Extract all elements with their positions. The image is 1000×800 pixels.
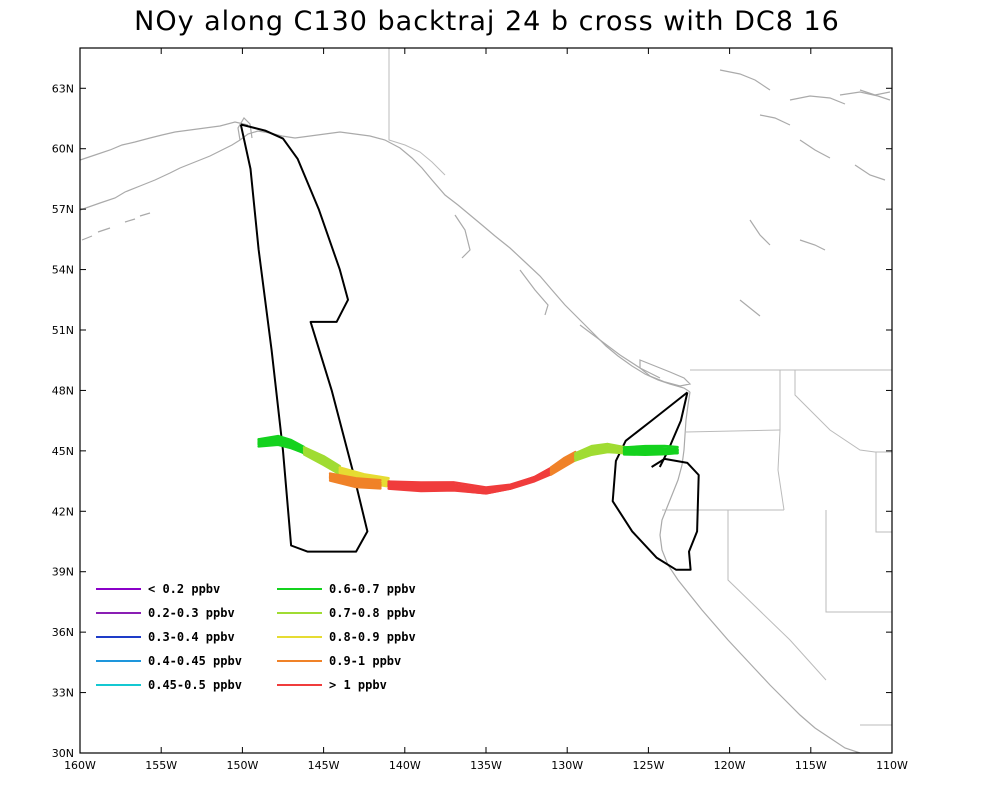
legend-label: 0.3-0.4 ppbv: [148, 630, 235, 644]
trajectory-strand: [302, 446, 341, 470]
trajectory-strand: [622, 446, 679, 451]
trajectory-strand: [387, 473, 553, 495]
washington-oregon-border: [685, 429, 781, 433]
nevada-border: [727, 510, 827, 681]
lat-tick-label: 42N: [52, 505, 74, 518]
lat-tick-label: 54N: [52, 264, 74, 277]
trajectory: [257, 434, 679, 495]
lon-tick-label: 145W: [308, 759, 340, 772]
legend-label: < 0.2 ppbv: [148, 582, 220, 596]
lon-tick-label: 160W: [64, 759, 96, 772]
trajectory-strand: [549, 459, 577, 476]
trajectory-strand: [622, 451, 679, 456]
alaska-islands: [81, 212, 151, 241]
alaska-canada-border: [388, 48, 446, 176]
trajectory-strand: [328, 479, 382, 490]
lon-tick-label: 110W: [876, 759, 908, 772]
lon-tick-label: 125W: [632, 759, 664, 772]
lat-tick-label: 60N: [52, 143, 74, 156]
ocean-background: [80, 48, 892, 753]
legend-label: 0.4-0.45 ppbv: [148, 654, 242, 668]
lat-tick-label: 36N: [52, 626, 74, 639]
flight-track-line: [239, 123, 369, 553]
lat-tick-label: 39N: [52, 566, 74, 579]
lat-tick-label: 45N: [52, 445, 74, 458]
legend-label: > 1 ppbv: [329, 678, 387, 692]
legend-label: 0.9-1 ppbv: [329, 654, 401, 668]
lon-tick-label: 140W: [389, 759, 421, 772]
lat-tick-label: 63N: [52, 82, 74, 95]
cook-inlet: [237, 117, 253, 141]
lat-tick-label: 48N: [52, 384, 74, 397]
legend: < 0.2 ppbv 0.2-0.3 ppbv 0.3-0.4 ppbv 0.4-0.…: [96, 582, 416, 692]
legend-label: 0.6-0.7 ppbv: [329, 582, 416, 596]
trajectory-strand: [338, 466, 390, 482]
longitude-axis: 160W 155W 150W 145W 140W 135W 130W 125W 120W 115W…: [64, 48, 908, 772]
us-west-coast: [659, 391, 861, 753]
flight-track-line: [658, 392, 689, 468]
montana-border: [794, 370, 892, 453]
political-boundaries: [388, 48, 892, 726]
utah-border: [825, 510, 892, 613]
coastlines: [80, 69, 891, 753]
legend-label: 0.8-0.9 ppbv: [329, 630, 416, 644]
alaska-peninsula-coast: [80, 130, 296, 211]
lon-tick-label: 120W: [714, 759, 746, 772]
lat-tick-label: 51N: [52, 324, 74, 337]
wyoming-border: [875, 452, 892, 533]
trajectory-strand: [574, 450, 626, 462]
trajectory-strand: [302, 453, 341, 476]
lon-tick-label: 150W: [226, 759, 258, 772]
idaho-border: [777, 370, 785, 511]
legend-label: 0.7-0.8 ppbv: [329, 606, 416, 620]
trajectory-strand: [328, 472, 382, 484]
plot-area: [80, 48, 892, 753]
trajectory-strand: [257, 443, 306, 455]
lon-tick-label: 155W: [145, 759, 177, 772]
trajectory-strand: [549, 453, 577, 469]
legend-label: 0.2-0.3 ppbv: [148, 606, 235, 620]
legend-label: 0.45-0.5 ppbv: [148, 678, 242, 692]
lon-tick-label: 135W: [470, 759, 502, 772]
great-slave-lake: [839, 91, 891, 101]
lon-tick-label: 115W: [795, 759, 827, 772]
gulf-of-alaska-coast: [294, 131, 691, 393]
alaska-north-coast: [80, 121, 249, 161]
map-title: NOy along C130 backtraj 24 b cross with …: [134, 6, 840, 37]
lat-tick-label: 57N: [52, 203, 74, 216]
lat-tick-label: 30N: [52, 747, 74, 760]
trajectory-strand: [574, 445, 626, 455]
bc-islands: [454, 214, 661, 379]
lat-tick-label: 33N: [52, 687, 74, 700]
lon-tick-label: 130W: [551, 759, 583, 772]
latitude-axis: 30N 33N 36N 39N 42N 45N 48N 51N 54N 57N 60N 63N: [52, 82, 892, 760]
vancouver-island: [639, 359, 692, 387]
